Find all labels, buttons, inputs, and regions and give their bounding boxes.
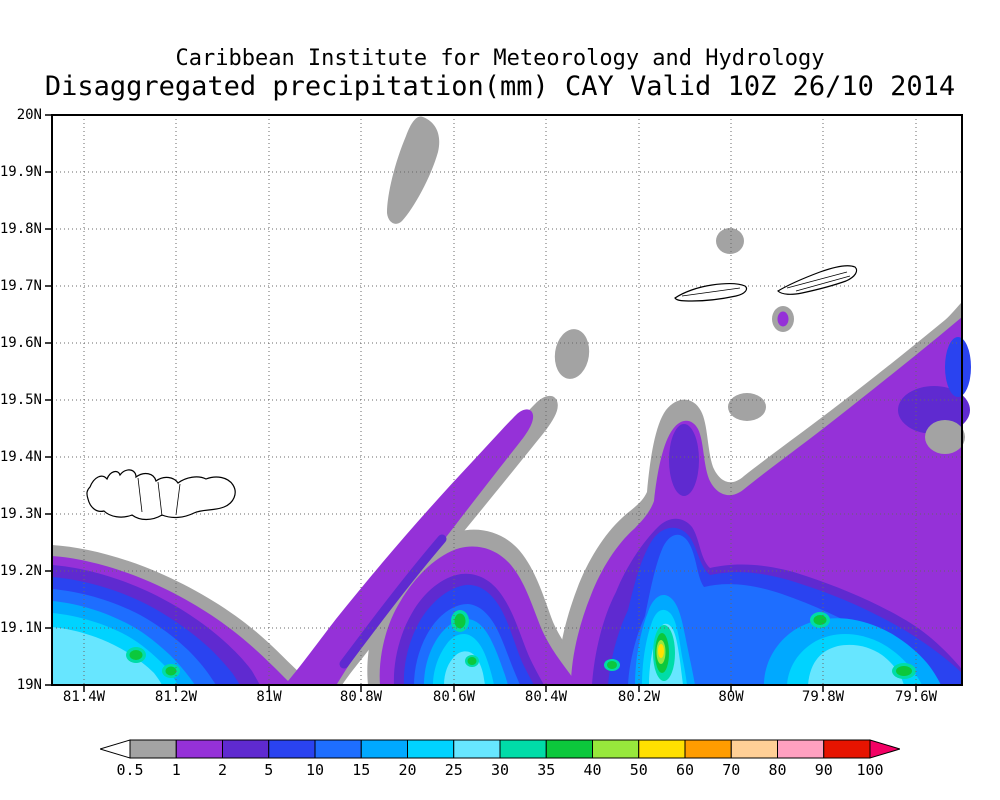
contour-green-35mm-shape (467, 657, 477, 665)
colorbar-tick-label: 50 (629, 761, 648, 779)
isolated-purple-cell-shape (777, 311, 789, 327)
colorbar-segment-70 (730, 739, 778, 759)
colorbar-segment-35 (545, 739, 593, 759)
y-axis-label: 19.9N (0, 164, 42, 180)
contour-yellow-50mm (658, 644, 664, 658)
y-axis-label: 19.1N (0, 620, 42, 636)
x-axis-label: 81W (256, 689, 282, 705)
x-axis-label: 80.8W (339, 689, 383, 705)
x-axis-label: 80.2W (617, 689, 661, 705)
colorbar-tick-label: 100 (856, 761, 884, 779)
institute-title: Caribbean Institute for Meteorology and … (175, 46, 825, 71)
colorbar-tick-label: 25 (444, 761, 463, 779)
contour-yellow-50mm-shape (658, 644, 664, 658)
precipitation-map-svg (45, 114, 971, 692)
y-axis-label: 19.3N (0, 506, 42, 522)
colorbar-tick-label: 2 (217, 761, 228, 779)
y-axis-label: 19N (16, 677, 42, 693)
x-axis-label: 81.4W (62, 689, 106, 705)
colorbar-segment-60 (684, 739, 732, 759)
colorbar-segment-80 (777, 739, 825, 759)
x-axis-label: 79.8W (801, 689, 845, 705)
colorbar-tick-label: 90 (814, 761, 833, 779)
contour-green-35mm-shape (129, 650, 143, 660)
y-axis-label: 19.6N (0, 335, 42, 351)
colorbar-segment-90 (823, 739, 871, 759)
contour-palecyan-25mm-shape (808, 644, 904, 685)
colorbar-segment-20 (407, 739, 455, 759)
colorbar-svg (98, 739, 902, 759)
x-axis-label: 80W (718, 689, 744, 705)
y-axis-label: 19.7N (0, 278, 42, 294)
colorbar-under-range-arrow (98, 739, 131, 759)
contour-gray-0p5mm-shape (728, 393, 766, 421)
colorbar-tick-label: 30 (490, 761, 510, 779)
colorbar (98, 739, 902, 759)
colorbar-tick-label: 80 (768, 761, 787, 779)
colorbar-tick-label: 70 (722, 761, 741, 779)
colorbar-tick-label: 35 (537, 761, 556, 779)
colorbar-segment-1 (175, 739, 223, 759)
colorbar-tick-label: 20 (398, 761, 417, 779)
contour-gray-0p5mm-shape (716, 228, 744, 254)
colorbar-segment-50 (638, 739, 686, 759)
x-axis-labels: 81.4W 81.2W 81W 80.8W 80.6W 80.4W 80.2W 80W 79.8… (52, 689, 962, 707)
colorbar-tick-label: 60 (675, 761, 695, 779)
colorbar-segment-40 (592, 739, 640, 759)
colorbar-tick-label: 5 (264, 761, 274, 779)
x-axis-label: 79.6W (894, 689, 938, 705)
contour-blueviolet-5mm-shape (945, 337, 971, 397)
colorbar-tick-label: 0.5 (116, 761, 144, 779)
y-axis-label: 19.2N (0, 563, 42, 579)
colorbar-over-range-arrow (869, 739, 902, 759)
little-cayman-detail-line (681, 287, 741, 297)
isolated-purple-cell (777, 311, 789, 327)
axis-tick-marks (45, 114, 917, 692)
gray-inner-patches-shape (925, 420, 965, 454)
colorbar-tick-label: 15 (352, 761, 371, 779)
contour-green-35mm-shape (813, 615, 827, 625)
islands (86, 265, 858, 521)
y-axis-label: 19.5N (0, 392, 42, 408)
map-title: Disaggregated precipitation(mm) CAY Vali… (44, 71, 956, 102)
colorbar-tick-label: 1 (171, 761, 181, 779)
colorbar-labels: 0.5 1 2 5 10 15 20 25 30 35 40 50 60 70 80 90 100 (100, 761, 900, 779)
map-plot-area (45, 114, 971, 692)
contour-green-35mm-shape (165, 666, 177, 676)
x-axis-label: 81.2W (154, 689, 198, 705)
colorbar-segment-2 (222, 739, 270, 759)
contour-violet-2mm-shape (339, 534, 447, 669)
colorbar-segment-25 (453, 739, 501, 759)
contour-palecyan-25mm-shape (52, 627, 162, 685)
contour-green-35mm-shape (607, 661, 617, 669)
y-axis-labels: 20N 19.9N 19.8N 19.7N 19.6N 19.5N 19.4N 19.3N 19… (0, 107, 47, 693)
gridlines (52, 115, 962, 685)
y-axis-label: 19.4N (0, 449, 42, 465)
grand-cayman-district-lines (137, 477, 181, 517)
y-axis-label: 20N (16, 107, 42, 123)
colorbar-segment-30 (499, 739, 547, 759)
x-axis-label: 80.6W (432, 689, 476, 705)
cayman-brac-detail-lines (786, 271, 851, 292)
colorbar-segment-10 (314, 739, 362, 759)
grand-cayman-outline (86, 469, 236, 521)
contour-green-35mm (129, 613, 912, 676)
y-axis-label: 19.8N (0, 221, 42, 237)
contour-gray-0p5mm-shape (387, 116, 440, 224)
colorbar-segment-15 (360, 739, 408, 759)
colorbar-segment-0.5 (129, 739, 177, 759)
colorbar-tick-label: 40 (583, 761, 602, 779)
contour-gray-0p5mm-shape (554, 329, 590, 379)
contour-green-35mm-shape (454, 613, 466, 629)
colorbar-segments (129, 739, 871, 759)
contour-violet-2mm-shape (669, 424, 699, 496)
colorbar-segment-5 (268, 739, 316, 759)
x-axis-label: 80.4W (524, 689, 568, 705)
colorbar-tick-label: 10 (305, 761, 325, 779)
plot-frame (51, 114, 963, 686)
contour-green-35mm-shape (896, 666, 912, 676)
contour-palecyan-25mm (52, 623, 904, 685)
